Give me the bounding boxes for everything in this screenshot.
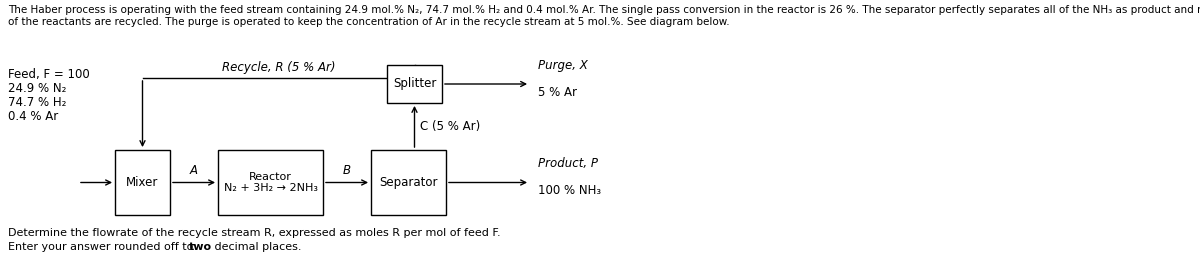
Text: decimal places.: decimal places. [211, 242, 301, 252]
Text: Enter your answer rounded off to: Enter your answer rounded off to [8, 242, 197, 252]
Text: Purge, X: Purge, X [538, 59, 588, 72]
Text: C (5 % Ar): C (5 % Ar) [420, 120, 480, 133]
Text: B: B [343, 165, 352, 177]
Text: N₂ + 3H₂ → 2NH₃: N₂ + 3H₂ → 2NH₃ [223, 183, 318, 193]
Text: 74.7 % H₂: 74.7 % H₂ [8, 96, 66, 109]
Bar [115, 150, 170, 215]
Text: two: two [190, 242, 212, 252]
Text: Separator: Separator [379, 176, 438, 189]
Text: Feed, F = 100: Feed, F = 100 [8, 68, 90, 81]
Text: Reactor: Reactor [250, 172, 292, 182]
Text: Product, P: Product, P [538, 157, 598, 170]
Text: of the reactants are recycled. The purge is operated to keep the concentration o: of the reactants are recycled. The purge… [8, 17, 730, 27]
Text: Splitter: Splitter [392, 78, 436, 91]
Text: The Haber process is operating with the feed stream containing 24.9 mol.% N₂, 74: The Haber process is operating with the … [8, 5, 1200, 15]
Bar [371, 150, 446, 215]
Text: 5 % Ar: 5 % Ar [538, 86, 577, 99]
Text: Recycle, R (5 % Ar): Recycle, R (5 % Ar) [222, 61, 335, 74]
Bar [386, 65, 442, 103]
Text: Mixer: Mixer [126, 176, 158, 189]
Text: 0.4 % Ar: 0.4 % Ar [8, 110, 59, 123]
Text: 100 % NH₃: 100 % NH₃ [538, 185, 601, 197]
Text: Determine the flowrate of the recycle stream R, expressed as moles R per mol of : Determine the flowrate of the recycle st… [8, 228, 500, 238]
Text: A: A [190, 165, 198, 177]
Text: 24.9 % N₂: 24.9 % N₂ [8, 82, 66, 95]
Bar [218, 150, 323, 215]
